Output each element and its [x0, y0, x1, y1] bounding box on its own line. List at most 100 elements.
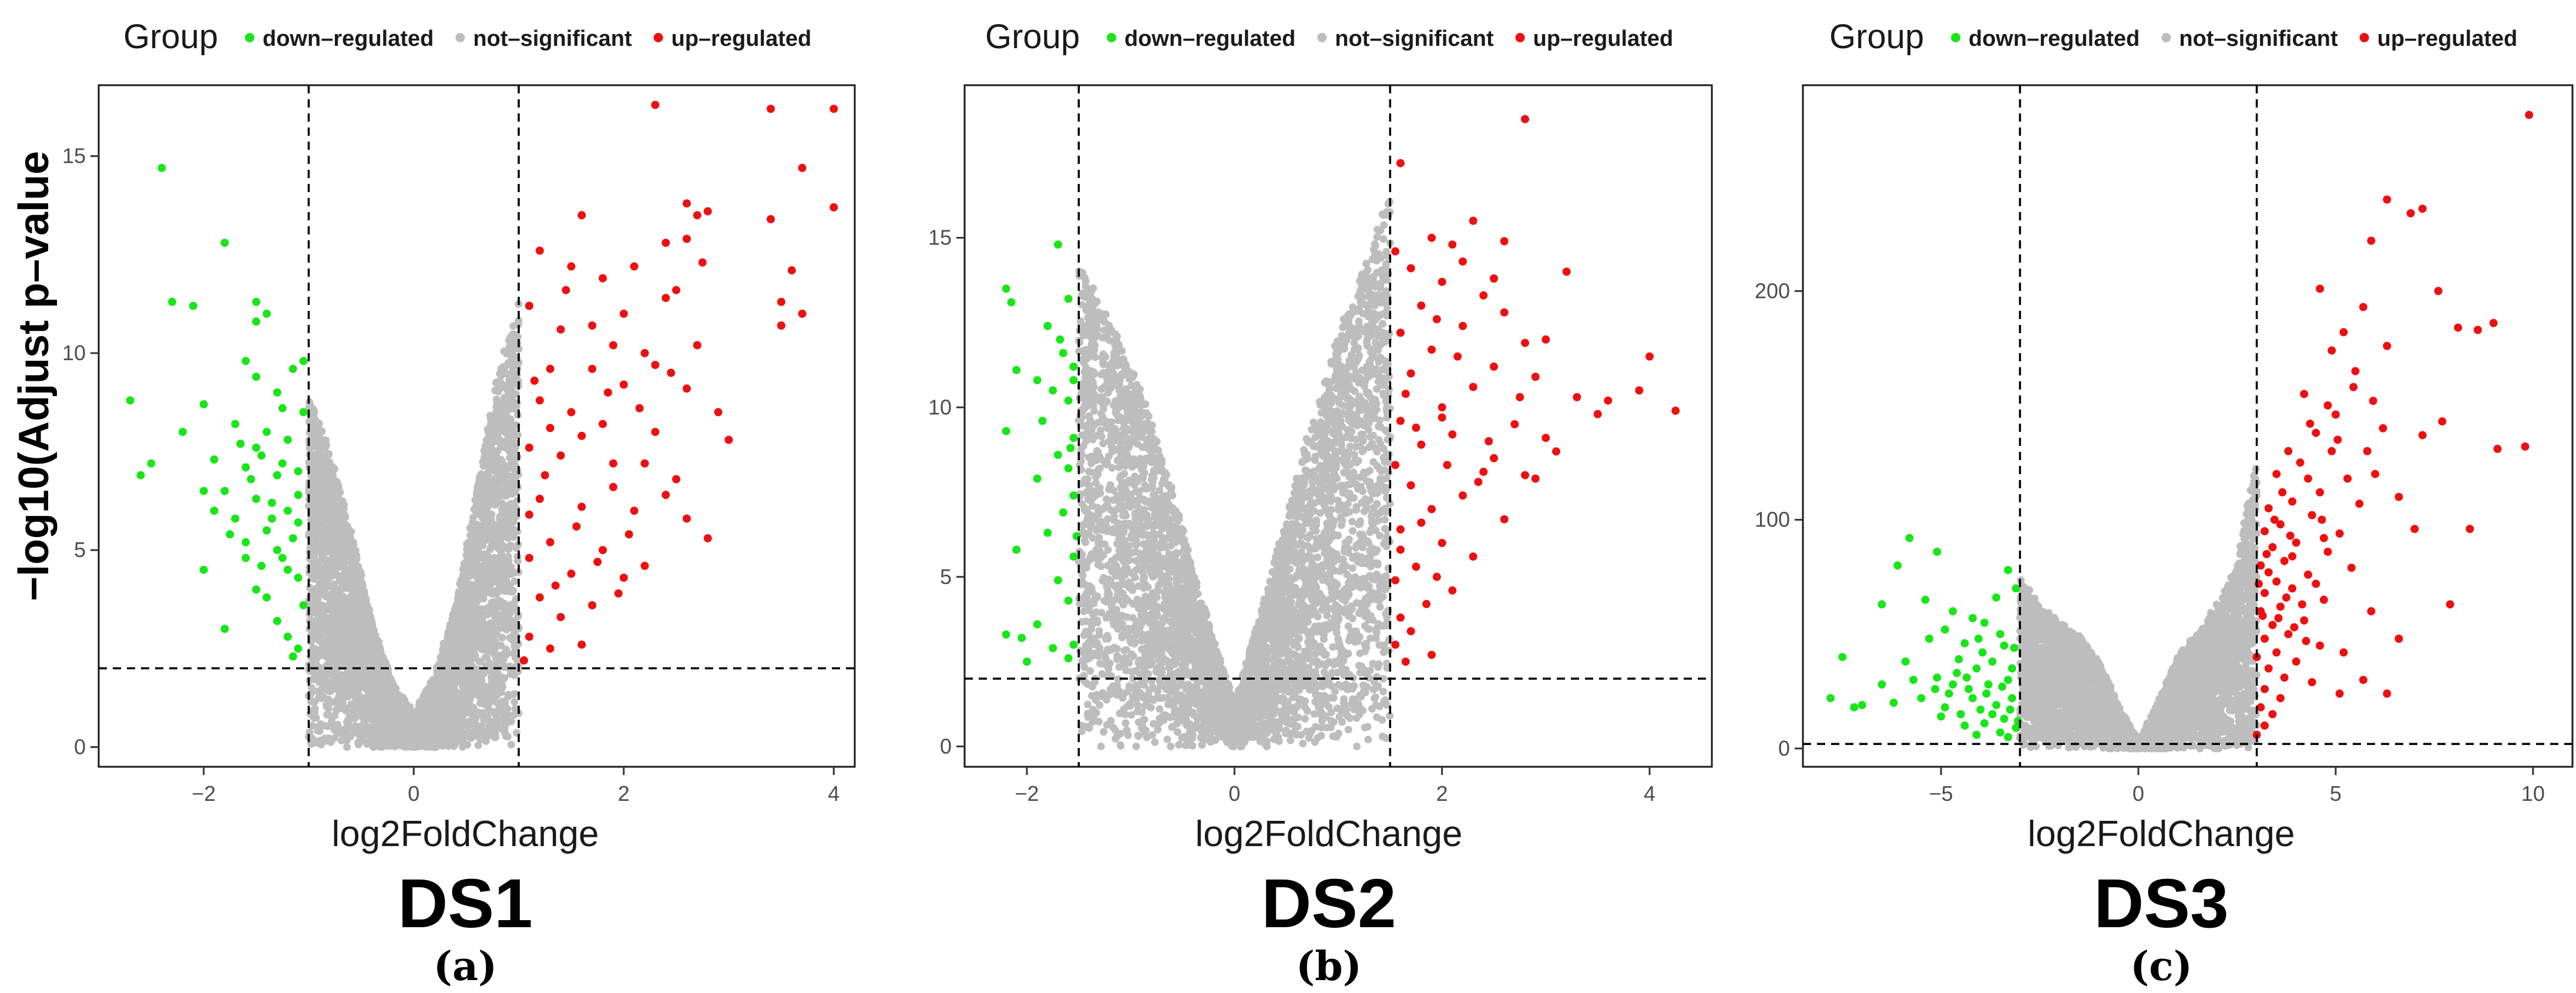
- data-point: [588, 364, 597, 373]
- point-not-significant: [340, 501, 348, 509]
- x-axis-label-ds1: log2FoldChange: [331, 814, 599, 854]
- point-not-significant: [479, 542, 487, 550]
- data-point: [231, 514, 240, 523]
- point-not-significant: [513, 333, 522, 341]
- data-point: [294, 491, 303, 499]
- point-not-significant: [482, 737, 490, 745]
- point-not-significant: [341, 613, 349, 621]
- data-point: [661, 239, 670, 247]
- point-not-significant: [306, 583, 314, 592]
- point-not-significant: [428, 687, 436, 695]
- data-point: [724, 435, 733, 444]
- point-not-significant: [315, 524, 324, 532]
- point-not-significant: [513, 528, 522, 536]
- point-not-significant: [475, 657, 483, 666]
- point-not-significant: [317, 633, 325, 641]
- point-not-significant: [325, 451, 333, 459]
- point-not-significant: [372, 637, 381, 645]
- point-not-significant: [506, 541, 515, 549]
- legend-marker: [455, 33, 465, 42]
- point-not-significant: [496, 378, 504, 386]
- point-not-significant: [328, 723, 336, 731]
- point-not-significant: [513, 557, 522, 565]
- data-point: [530, 376, 539, 385]
- point-not-significant: [327, 601, 335, 609]
- point-not-significant: [502, 732, 510, 740]
- point-not-significant: [318, 532, 325, 540]
- data-point: [288, 364, 297, 373]
- data-point: [283, 506, 292, 515]
- point-not-significant: [376, 650, 384, 659]
- point-not-significant: [308, 509, 317, 516]
- volcano-plot-ds1: Group down–regulated not–significant up–reg…: [11, 18, 856, 990]
- point-not-significant: [506, 334, 515, 341]
- x-tick-label: 2: [618, 781, 630, 806]
- data-point: [273, 471, 281, 479]
- point-not-significant: [476, 636, 484, 645]
- data-point: [777, 297, 785, 306]
- point-not-significant: [330, 465, 338, 473]
- point-not-significant: [319, 616, 327, 625]
- point-not-significant: [513, 466, 522, 474]
- data-point: [273, 546, 281, 555]
- point-not-significant: [400, 726, 408, 734]
- point-not-significant: [322, 737, 330, 745]
- y-tick-label: 0: [940, 734, 952, 758]
- data-point: [252, 585, 261, 594]
- point-not-significant: [352, 552, 361, 559]
- point-not-significant: [488, 673, 495, 681]
- panel-title-ds1: DS1: [398, 865, 533, 942]
- point-not-significant: [399, 716, 408, 724]
- point-not-significant: [348, 626, 356, 634]
- point-not-significant: [483, 515, 492, 523]
- point-not-significant: [311, 707, 319, 715]
- point-not-significant: [469, 587, 478, 595]
- point-not-significant: [504, 552, 512, 561]
- data-point: [703, 534, 712, 543]
- point-not-significant: [331, 676, 340, 685]
- point-not-significant: [498, 633, 506, 642]
- point-not-significant: [483, 477, 492, 485]
- point-not-significant: [512, 372, 519, 380]
- point-not-significant: [489, 457, 497, 465]
- point-not-significant: [311, 595, 320, 603]
- point-not-significant: [327, 474, 335, 482]
- point-not-significant: [493, 386, 502, 394]
- point-not-significant: [374, 668, 382, 676]
- point-not-significant: [507, 717, 515, 726]
- point-not-significant: [453, 636, 461, 644]
- data-point: [651, 361, 660, 370]
- point-not-significant: [305, 663, 314, 671]
- point-not-significant: [451, 727, 459, 735]
- y-axis-label: −log10(Adjust p–value: [11, 151, 58, 601]
- point-not-significant: [511, 432, 519, 440]
- point-not-significant: [370, 679, 378, 687]
- data-point: [535, 246, 544, 255]
- data-point: [614, 589, 623, 598]
- point-not-significant: [336, 726, 344, 734]
- point-not-significant: [464, 731, 472, 739]
- legend-ds2: Group down–regulated not–significant up–reg…: [985, 18, 1673, 56]
- point-not-significant: [429, 706, 437, 714]
- point-not-significant: [489, 693, 497, 701]
- point-not-significant: [465, 673, 473, 682]
- point-not-significant: [496, 458, 505, 466]
- point-not-significant: [347, 592, 355, 601]
- data-point: [257, 451, 266, 460]
- point-not-significant: [466, 638, 474, 646]
- data-point: [693, 341, 701, 350]
- point-not-significant: [448, 740, 456, 748]
- point-not-significant: [422, 709, 430, 717]
- point-not-significant: [502, 703, 510, 711]
- point-not-significant: [310, 519, 318, 527]
- point-not-significant: [349, 714, 357, 722]
- data-point: [535, 495, 544, 503]
- data-point: [683, 234, 691, 243]
- point-not-significant: [442, 701, 451, 709]
- point-not-significant: [483, 631, 491, 639]
- data-point: [683, 514, 691, 523]
- point-not-significant: [496, 478, 505, 486]
- point-not-significant: [308, 722, 316, 730]
- data-point: [220, 239, 229, 247]
- point-not-significant: [446, 620, 454, 629]
